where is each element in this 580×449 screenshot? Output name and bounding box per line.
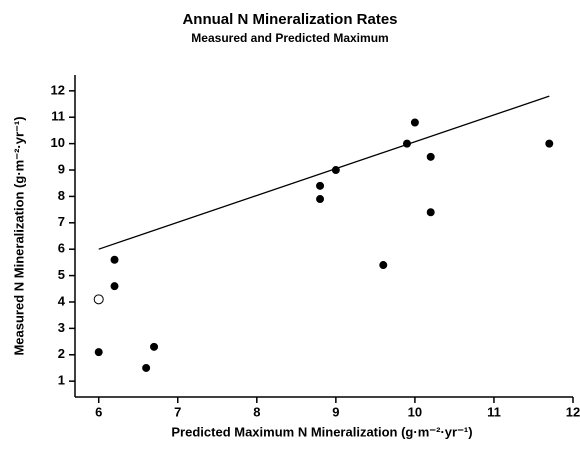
point [316, 195, 325, 204]
point [379, 261, 388, 270]
y-tick-label: 12 [51, 82, 65, 97]
point [545, 139, 554, 148]
point [403, 139, 411, 148]
x-tick-label: 9 [332, 404, 339, 419]
y-tick-label: 5 [58, 267, 65, 282]
chart-title: Annual N Mineralization Rates [182, 11, 397, 28]
point [331, 166, 340, 175]
y-tick-label: 8 [58, 188, 65, 203]
point [150, 342, 159, 351]
point [142, 363, 151, 372]
y-tick-label: 9 [58, 161, 65, 176]
point [426, 152, 435, 161]
point [426, 208, 435, 217]
y-axis-label: Measured N Mineralization (g·m⁻²·yr⁻¹) [11, 116, 26, 355]
y-tick-label: 11 [51, 109, 65, 124]
x-tick-label: 11 [487, 404, 501, 419]
y-tick-label: 7 [58, 214, 65, 229]
point [93, 294, 104, 305]
y-tick-label: 2 [58, 346, 65, 361]
point [110, 282, 119, 291]
x-tick-label: 12 [566, 404, 580, 419]
point [316, 181, 325, 190]
y-tick-label: 10 [51, 135, 65, 150]
y-tick-label: 3 [58, 320, 65, 335]
point [110, 255, 119, 264]
y-tick-label: 4 [58, 293, 66, 308]
x-tick-label: 7 [174, 404, 181, 419]
y-tick-label: 1 [58, 373, 65, 388]
x-tick-label: 8 [253, 404, 260, 419]
x-tick-label: 10 [408, 404, 422, 419]
regression-line [98, 95, 550, 250]
point [410, 118, 419, 127]
x-tick-label: 6 [95, 404, 102, 419]
x-axis-label: Predicted Maximum N Mineralization (g·m⁻… [171, 424, 472, 439]
y-tick-label: 6 [58, 241, 65, 256]
point [94, 348, 103, 357]
chart-subtitle: Measured and Predicted Maximum [191, 31, 388, 45]
